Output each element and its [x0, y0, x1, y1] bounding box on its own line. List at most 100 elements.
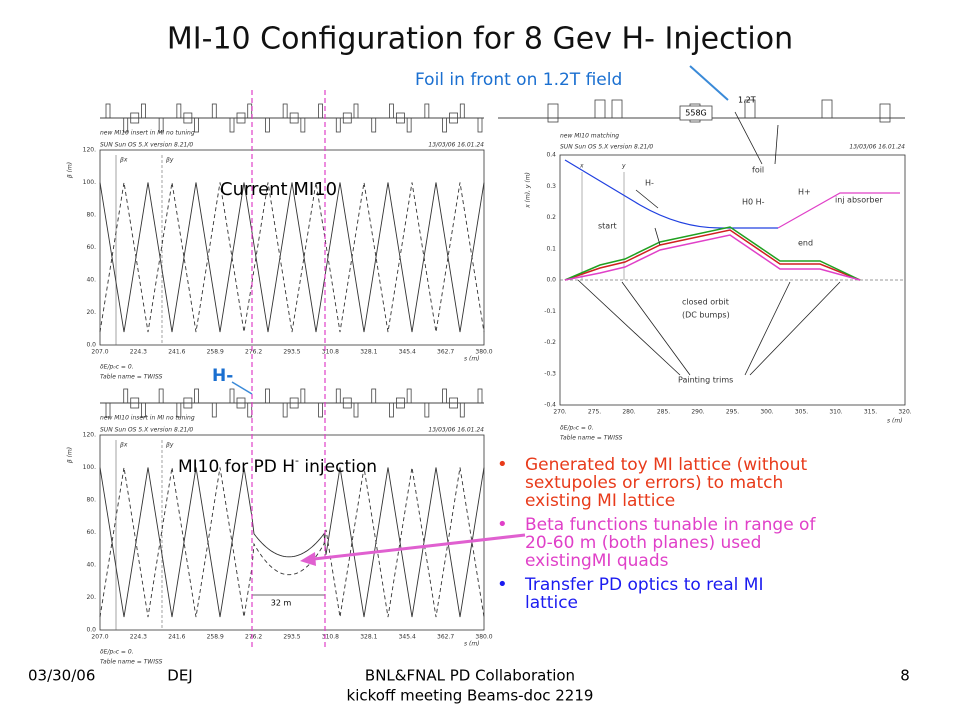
magnet [353, 103, 359, 119]
x-tick-label: 224.3 [130, 349, 147, 356]
span-label: 32 m [271, 599, 292, 608]
y-tick-label: 40. [86, 277, 96, 284]
x-tick-label: 241.6 [168, 349, 185, 356]
y-tick-label: 20. [86, 309, 96, 316]
x-label: s (m) [887, 418, 903, 425]
magnet [821, 99, 833, 119]
x-tick-label: 280. [622, 409, 635, 416]
magnet [389, 103, 394, 119]
x-tick-label: 315. [864, 409, 877, 416]
footer-page: 8 [900, 667, 910, 685]
h-minus-label: H- [645, 179, 654, 188]
plot-footer: Table name = TWISS [560, 435, 623, 442]
magnet-label: 558G [685, 109, 706, 118]
magnet [406, 117, 412, 133]
x-tick-label: 295. [726, 409, 739, 416]
foil-note: Foil in front on 1.2T field [415, 70, 622, 90]
beta-curve [99, 467, 485, 618]
magnet [265, 388, 270, 404]
y-tick-label: 100. [83, 464, 96, 471]
y-tick-label: 60. [86, 529, 96, 536]
x-tick-label: 380.0 [475, 349, 492, 356]
bump-curve [564, 234, 861, 281]
magnet [282, 103, 288, 119]
magnet [158, 388, 164, 404]
pointer-arrow [304, 533, 526, 562]
trims-label: Painting trims [678, 376, 733, 385]
magnet-box [679, 105, 713, 121]
x-tick-label: 224.3 [130, 634, 147, 641]
magnet [594, 99, 606, 119]
magnet [141, 103, 146, 119]
magnet [335, 388, 341, 404]
bullet-text: sextupoles or errors) to match [525, 473, 783, 493]
x-tick-label: 276.2 [245, 634, 262, 641]
magnet [442, 388, 447, 404]
h-plus-label: H+ [798, 188, 811, 197]
magnet [130, 112, 140, 124]
x-tick-label: 207.0 [91, 349, 108, 356]
magnet [123, 388, 129, 404]
magnet [105, 402, 111, 418]
orbit-x [564, 159, 778, 229]
start-label: start [598, 222, 617, 231]
magnet [477, 117, 483, 133]
magnet [459, 402, 465, 418]
magnet [318, 103, 323, 119]
marker-arrow [231, 381, 253, 395]
foil-arrow [689, 65, 729, 101]
magnet [211, 103, 217, 119]
bullet-text: Transfer PD optics to real MI [524, 575, 763, 595]
magnet [459, 103, 465, 119]
magnet [229, 388, 235, 404]
y-label: β (m) [67, 447, 74, 463]
x-tick-label: 380.0 [475, 634, 492, 641]
plot-header: SUN Sun OS 5.X version 8.21/0 [560, 144, 653, 151]
plot-header: new MI10 insert in MI no tuning [100, 130, 195, 137]
y-tick-label: 80. [86, 212, 96, 219]
y-tick-label: 0.4 [546, 152, 556, 159]
magnet [449, 112, 458, 124]
magnet [176, 103, 182, 119]
x-tick-label: 300. [760, 409, 773, 416]
annotation-arrow [774, 124, 779, 165]
plot-footer: Table name = TWISS [100, 374, 163, 381]
beta-curve [99, 182, 485, 333]
plot-date: 13/03/06 16.01.24 [428, 142, 484, 149]
magnet [353, 402, 359, 418]
y-label: β (m) [67, 162, 74, 178]
annotation-arrow [734, 111, 763, 165]
plot-frame [99, 149, 485, 346]
x-tick-label: 290. [691, 409, 704, 416]
magnet [141, 402, 146, 418]
slide-title: MI-10 Configuration for 8 Gev H- Injecti… [167, 22, 793, 57]
magnet [211, 402, 217, 418]
annotation-arrow [621, 281, 691, 376]
annotation-arrow [749, 281, 841, 376]
x-tick-label: 362.7 [437, 634, 454, 641]
bullet-text: existing MI lattice [525, 491, 675, 511]
y-tick-label: -0.2 [544, 339, 556, 346]
bullet-dot: • [497, 454, 508, 475]
x-tick-label: 270. [553, 409, 566, 416]
x-tick-label: 293.5 [283, 634, 300, 641]
y-label: x (m), y (m) [525, 172, 532, 209]
footer-center: kickoff meeting Beams-doc 2219 [347, 687, 594, 705]
y-tick-label: 120. [83, 147, 96, 154]
magnet [229, 117, 235, 133]
bump-curve [564, 226, 861, 281]
legend: βx [120, 442, 128, 449]
legend: βy [166, 442, 174, 449]
magnet [105, 103, 111, 119]
annotation-arrow [635, 189, 659, 209]
y-tick-label: 0.2 [546, 214, 556, 221]
plot-footer: Table name = TWISS [100, 659, 163, 666]
magnet [300, 117, 306, 133]
magnet [265, 117, 270, 133]
y-tick-label: 0.0 [86, 342, 96, 349]
plot-header: SUN Sun OS 5.X version 8.21/0 [100, 427, 193, 434]
magnet [449, 397, 458, 409]
y-tick-label: -0.1 [544, 308, 556, 315]
y-tick-label: 0.0 [546, 277, 556, 284]
